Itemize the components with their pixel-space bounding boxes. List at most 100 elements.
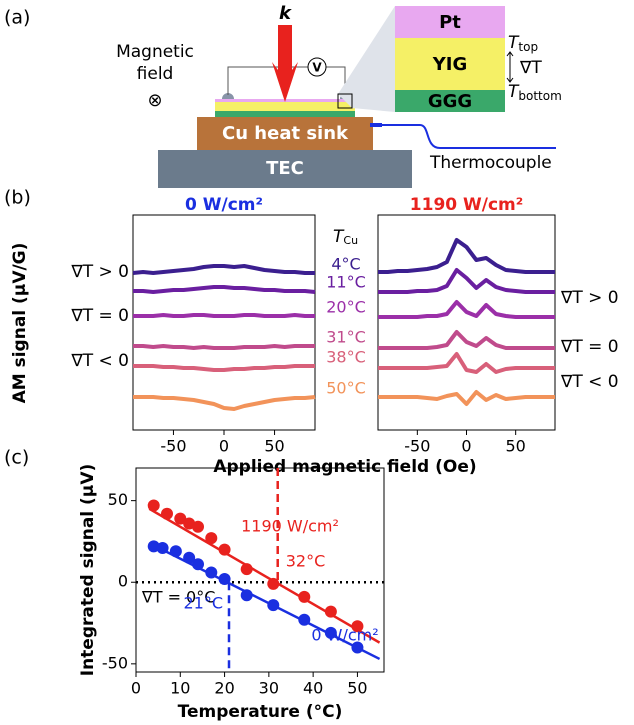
tec-block [158, 150, 412, 188]
data-point [351, 620, 364, 633]
annotation: ∇T = 0 [560, 337, 619, 357]
data-point [324, 626, 337, 639]
voltmeter [307, 57, 327, 77]
annotation: ∇T < 0 [70, 351, 129, 371]
zero-label: ∇T = 0°C [141, 588, 215, 607]
series-label: 1190 W/cm² [241, 517, 339, 536]
annotation: ∇T > 0 [70, 262, 129, 282]
zoom-cone [338, 6, 395, 112]
x-tick-label: 0 [219, 437, 229, 456]
annotation: ∇T = 0 [70, 306, 129, 326]
data-point [218, 543, 231, 556]
fit-line [148, 507, 381, 644]
diagram: TEC Cu heat sink Thermocouple V k Magnet… [116, 3, 562, 188]
heat-sink-label: Cu heat sink [222, 123, 349, 144]
voltmeter-label: V [312, 61, 322, 75]
data-point [267, 599, 280, 612]
x-tick-label: 40 [303, 679, 323, 698]
x-tick-label: 50 [505, 437, 525, 456]
y-tick-label: -50 [102, 653, 128, 672]
signal-curve [378, 300, 555, 319]
thermocouple-label: Thermocouple [429, 153, 552, 173]
signal-curve [378, 390, 555, 406]
chart-title: 0 W/cm² [185, 195, 263, 215]
ggg-layer [215, 111, 355, 117]
symbol: T [333, 227, 345, 247]
field-symbol: ⊗ [147, 90, 162, 111]
legend-entry: 11°C [326, 273, 366, 292]
data-point [351, 641, 364, 654]
data-point [298, 613, 311, 626]
panel-label: (c) [4, 447, 29, 469]
crossing-label: 32°C [286, 552, 326, 571]
t-top: Ttop [508, 33, 538, 54]
data-point [174, 512, 187, 525]
layer-label: YIG [432, 54, 468, 75]
layer-label: GGG [428, 91, 472, 112]
zoom-box [337, 93, 353, 109]
annotation: ∇T < 0 [560, 372, 619, 392]
signal-curve [378, 352, 555, 374]
data-point [147, 499, 160, 512]
data-point [192, 520, 204, 533]
legend-entry: 20°C [326, 298, 366, 317]
annotation: ∇T > 0 [560, 288, 619, 308]
data-point [156, 541, 169, 554]
data-point [324, 605, 337, 618]
data-point [147, 540, 160, 553]
signal-curve [133, 313, 315, 318]
y-axis-label: Integrated signal (μV) [78, 464, 98, 677]
yig-layer [215, 102, 355, 111]
signal-curve [133, 364, 315, 372]
x-tick-label: 50 [264, 437, 284, 456]
thermocouple-wire [373, 124, 556, 149]
chart-title: 1190 W/cm² [410, 195, 523, 215]
pt-zoom [395, 6, 505, 38]
plot-frame [135, 467, 385, 673]
signal-curve [378, 238, 555, 274]
y-tick-label: 50 [108, 490, 128, 509]
gradient-arrow [506, 51, 514, 83]
y-axis-label: AM signal (μV/G) [10, 243, 30, 404]
x-tick-label: 50 [347, 679, 367, 698]
thermocouple-tip [370, 123, 382, 127]
data-point [218, 572, 231, 585]
layer-label: Pt [439, 12, 461, 33]
signal-curve [133, 395, 316, 411]
data-point [240, 563, 253, 576]
data-point [161, 507, 173, 520]
data-point [183, 551, 196, 564]
data-point [240, 589, 253, 602]
x-axis-label: Temperature (°C) [178, 702, 343, 722]
x-tick-label: 0 [461, 437, 471, 456]
signal-curve [133, 285, 316, 294]
series-label: 0 W/cm² [311, 626, 378, 645]
signal-curve [133, 344, 315, 350]
x-tick-label: -50 [160, 437, 186, 456]
x-tick-label: 10 [170, 679, 190, 698]
data-point [169, 545, 182, 558]
x-tick-label: 30 [259, 679, 279, 698]
data-point [267, 577, 280, 590]
x-tick-label: -50 [404, 437, 430, 456]
crossing-label: 21°C [183, 594, 223, 613]
ggg-zoom [395, 90, 505, 112]
x-tick-label: 20 [214, 679, 234, 698]
data-point [205, 532, 218, 545]
y-tick-label: 0 [118, 572, 128, 591]
legend-entry: 50°C [326, 379, 366, 398]
gradient-label: ∇T [519, 58, 542, 78]
beam-arrow [272, 25, 298, 102]
data-point [192, 558, 204, 571]
field-label: field [137, 64, 174, 84]
field-label: Magnetic [116, 42, 194, 62]
signal-curve [378, 330, 555, 350]
legend-entry: 4°C [331, 255, 360, 274]
panel-label: (b) [4, 187, 31, 209]
beam-label: k [279, 3, 292, 24]
tec-label: TEC [266, 158, 304, 179]
yig-zoom [395, 38, 505, 90]
x-axis-label: Applied magnetic field (Oe) [213, 457, 476, 477]
data-point [205, 566, 218, 579]
